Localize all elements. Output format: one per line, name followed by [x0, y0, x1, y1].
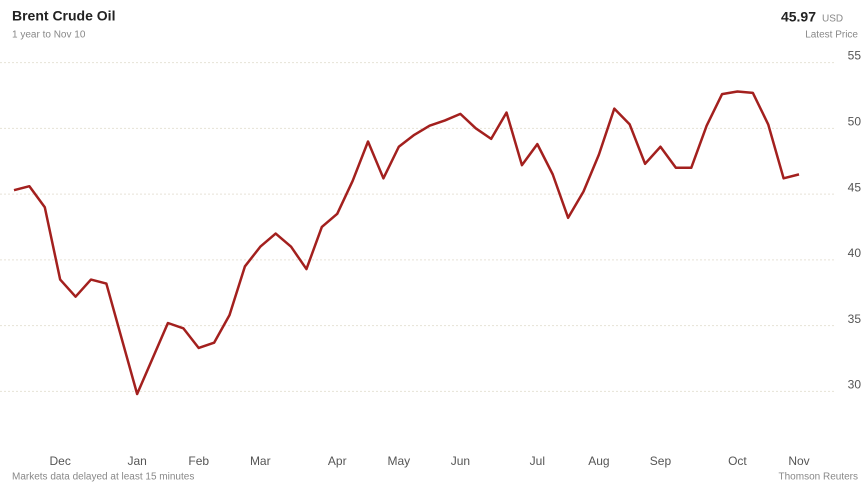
footnote: Markets data delayed at least 15 minutes	[12, 472, 194, 483]
x-tick-label: Oct	[728, 454, 747, 468]
y-tick-label: 35	[848, 312, 861, 326]
source: Thomson Reuters	[779, 472, 858, 483]
y-tick-label: 50	[848, 115, 861, 129]
y-tick-label: 45	[848, 180, 861, 194]
price-line	[13, 90, 800, 396]
x-tick-label: Aug	[588, 454, 609, 468]
x-tick-label: Apr	[328, 454, 347, 468]
latest-label: Latest Price	[805, 30, 858, 41]
latest-price: 45.97	[781, 9, 816, 25]
x-tick-label: Mar	[250, 454, 271, 468]
x-tick-label: May	[387, 454, 410, 468]
x-tick-label: Jul	[530, 454, 545, 468]
x-tick-label: Jun	[451, 454, 470, 468]
x-tick-label: Dec	[50, 454, 71, 468]
chart-title: Brent Crude Oil	[12, 8, 115, 24]
x-tick-label: Nov	[788, 454, 809, 468]
y-tick-label: 40	[848, 246, 861, 260]
y-tick-label: 55	[848, 49, 861, 63]
x-tick-label: Sep	[650, 454, 672, 468]
currency: USD	[822, 14, 843, 25]
x-tick-label: Jan	[127, 454, 146, 468]
x-tick-label: Feb	[188, 454, 209, 468]
chart-subtitle: 1 year to Nov 10	[12, 30, 86, 41]
y-tick-label: 30	[848, 378, 861, 392]
